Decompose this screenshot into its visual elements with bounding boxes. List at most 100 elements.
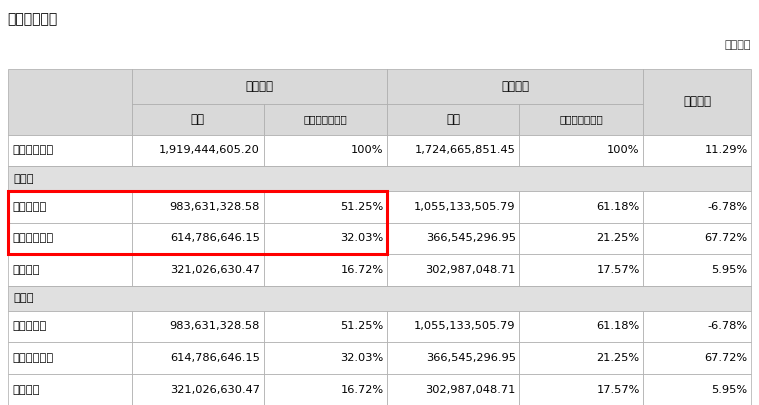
Text: 营业收入构成: 营业收入构成 <box>8 12 58 26</box>
Bar <box>263 223 388 254</box>
Text: 5.95%: 5.95% <box>711 265 748 275</box>
Text: 302,987,048.71: 302,987,048.71 <box>425 265 515 275</box>
Bar <box>644 69 751 134</box>
Bar <box>131 104 263 134</box>
Bar <box>8 286 751 311</box>
Text: 100%: 100% <box>351 145 384 155</box>
Text: 614,786,646.15: 614,786,646.15 <box>170 233 260 243</box>
Bar <box>519 223 644 254</box>
Text: 61.18%: 61.18% <box>597 322 640 331</box>
Bar <box>644 342 751 374</box>
Bar <box>644 223 751 254</box>
Text: 16.72%: 16.72% <box>341 265 384 275</box>
Bar <box>519 191 644 223</box>
Text: 1,055,133,505.79: 1,055,133,505.79 <box>414 202 515 212</box>
Text: 1,724,665,851.45: 1,724,665,851.45 <box>415 145 515 155</box>
Text: 上年同期: 上年同期 <box>502 80 530 93</box>
Text: 5.95%: 5.95% <box>711 384 748 394</box>
Text: 文旅综合行业: 文旅综合行业 <box>12 233 53 243</box>
Bar <box>131 69 388 104</box>
Text: 983,631,328.58: 983,631,328.58 <box>169 202 260 212</box>
Bar <box>519 311 644 342</box>
Text: 61.18%: 61.18% <box>597 202 640 212</box>
Text: 67.72%: 67.72% <box>704 353 748 363</box>
Text: 321,026,630.47: 321,026,630.47 <box>170 265 260 275</box>
Text: 614,786,646.15: 614,786,646.15 <box>170 353 260 363</box>
Text: 67.72%: 67.72% <box>704 233 748 243</box>
Text: 分产品: 分产品 <box>13 293 33 303</box>
Bar <box>388 69 644 104</box>
Bar <box>388 104 519 134</box>
Bar <box>131 191 263 223</box>
Bar <box>263 311 388 342</box>
Bar <box>519 342 644 374</box>
Text: 占营业收入比重: 占营业收入比重 <box>559 114 603 124</box>
Bar <box>519 254 644 286</box>
Text: 366,545,296.95: 366,545,296.95 <box>426 233 515 243</box>
Text: 32.03%: 32.03% <box>341 233 384 243</box>
Bar <box>131 374 263 405</box>
Text: 1,055,133,505.79: 1,055,133,505.79 <box>414 322 515 331</box>
Bar <box>131 254 263 286</box>
Text: 100%: 100% <box>607 145 640 155</box>
Bar <box>131 311 263 342</box>
Text: 11.29%: 11.29% <box>704 145 748 155</box>
Bar <box>8 254 131 286</box>
Text: 321,026,630.47: 321,026,630.47 <box>170 384 260 394</box>
Text: 51.25%: 51.25% <box>341 202 384 212</box>
Bar <box>519 374 644 405</box>
Text: 其他业务: 其他业务 <box>12 384 39 394</box>
Text: 17.57%: 17.57% <box>597 384 640 394</box>
Bar <box>388 254 519 286</box>
Text: 51.25%: 51.25% <box>341 322 384 331</box>
Bar <box>131 223 263 254</box>
Text: 金额: 金额 <box>191 113 204 126</box>
Bar <box>388 311 519 342</box>
Text: 21.25%: 21.25% <box>597 353 640 363</box>
Bar <box>263 191 388 223</box>
Bar <box>263 104 388 134</box>
Text: 1,919,444,605.20: 1,919,444,605.20 <box>159 145 260 155</box>
Bar <box>8 374 131 405</box>
Bar <box>519 134 644 166</box>
Bar <box>131 134 263 166</box>
Bar <box>131 342 263 374</box>
Text: 商品房销售: 商品房销售 <box>12 322 46 331</box>
Text: 同比增减: 同比增减 <box>683 95 711 108</box>
Bar <box>8 134 131 166</box>
Bar <box>644 254 751 286</box>
Text: 32.03%: 32.03% <box>341 353 384 363</box>
Bar <box>8 191 388 254</box>
Text: 366,545,296.95: 366,545,296.95 <box>426 353 515 363</box>
Bar <box>644 311 751 342</box>
Bar <box>8 311 131 342</box>
Text: 占营业收入比重: 占营业收入比重 <box>304 114 348 124</box>
Bar <box>644 191 751 223</box>
Bar <box>388 134 519 166</box>
Bar <box>8 342 131 374</box>
Bar <box>8 223 131 254</box>
Text: 金额: 金额 <box>446 113 461 126</box>
Bar <box>8 166 751 191</box>
Text: 302,987,048.71: 302,987,048.71 <box>425 384 515 394</box>
Text: 983,631,328.58: 983,631,328.58 <box>169 322 260 331</box>
Bar <box>8 191 131 223</box>
Text: -6.78%: -6.78% <box>707 202 748 212</box>
Bar <box>644 374 751 405</box>
Bar <box>263 342 388 374</box>
Bar <box>519 104 644 134</box>
Text: 21.25%: 21.25% <box>597 233 640 243</box>
Text: 17.57%: 17.57% <box>597 265 640 275</box>
Text: 16.72%: 16.72% <box>341 384 384 394</box>
Bar <box>388 191 519 223</box>
Text: 商品房销售: 商品房销售 <box>12 202 46 212</box>
Text: 单位：元: 单位：元 <box>725 40 751 50</box>
Text: 其他业务: 其他业务 <box>12 265 39 275</box>
Text: 营业收入合计: 营业收入合计 <box>12 145 53 155</box>
Bar <box>388 223 519 254</box>
Bar <box>263 254 388 286</box>
Bar <box>263 374 388 405</box>
Bar <box>644 134 751 166</box>
Bar <box>263 134 388 166</box>
Bar <box>8 69 131 134</box>
